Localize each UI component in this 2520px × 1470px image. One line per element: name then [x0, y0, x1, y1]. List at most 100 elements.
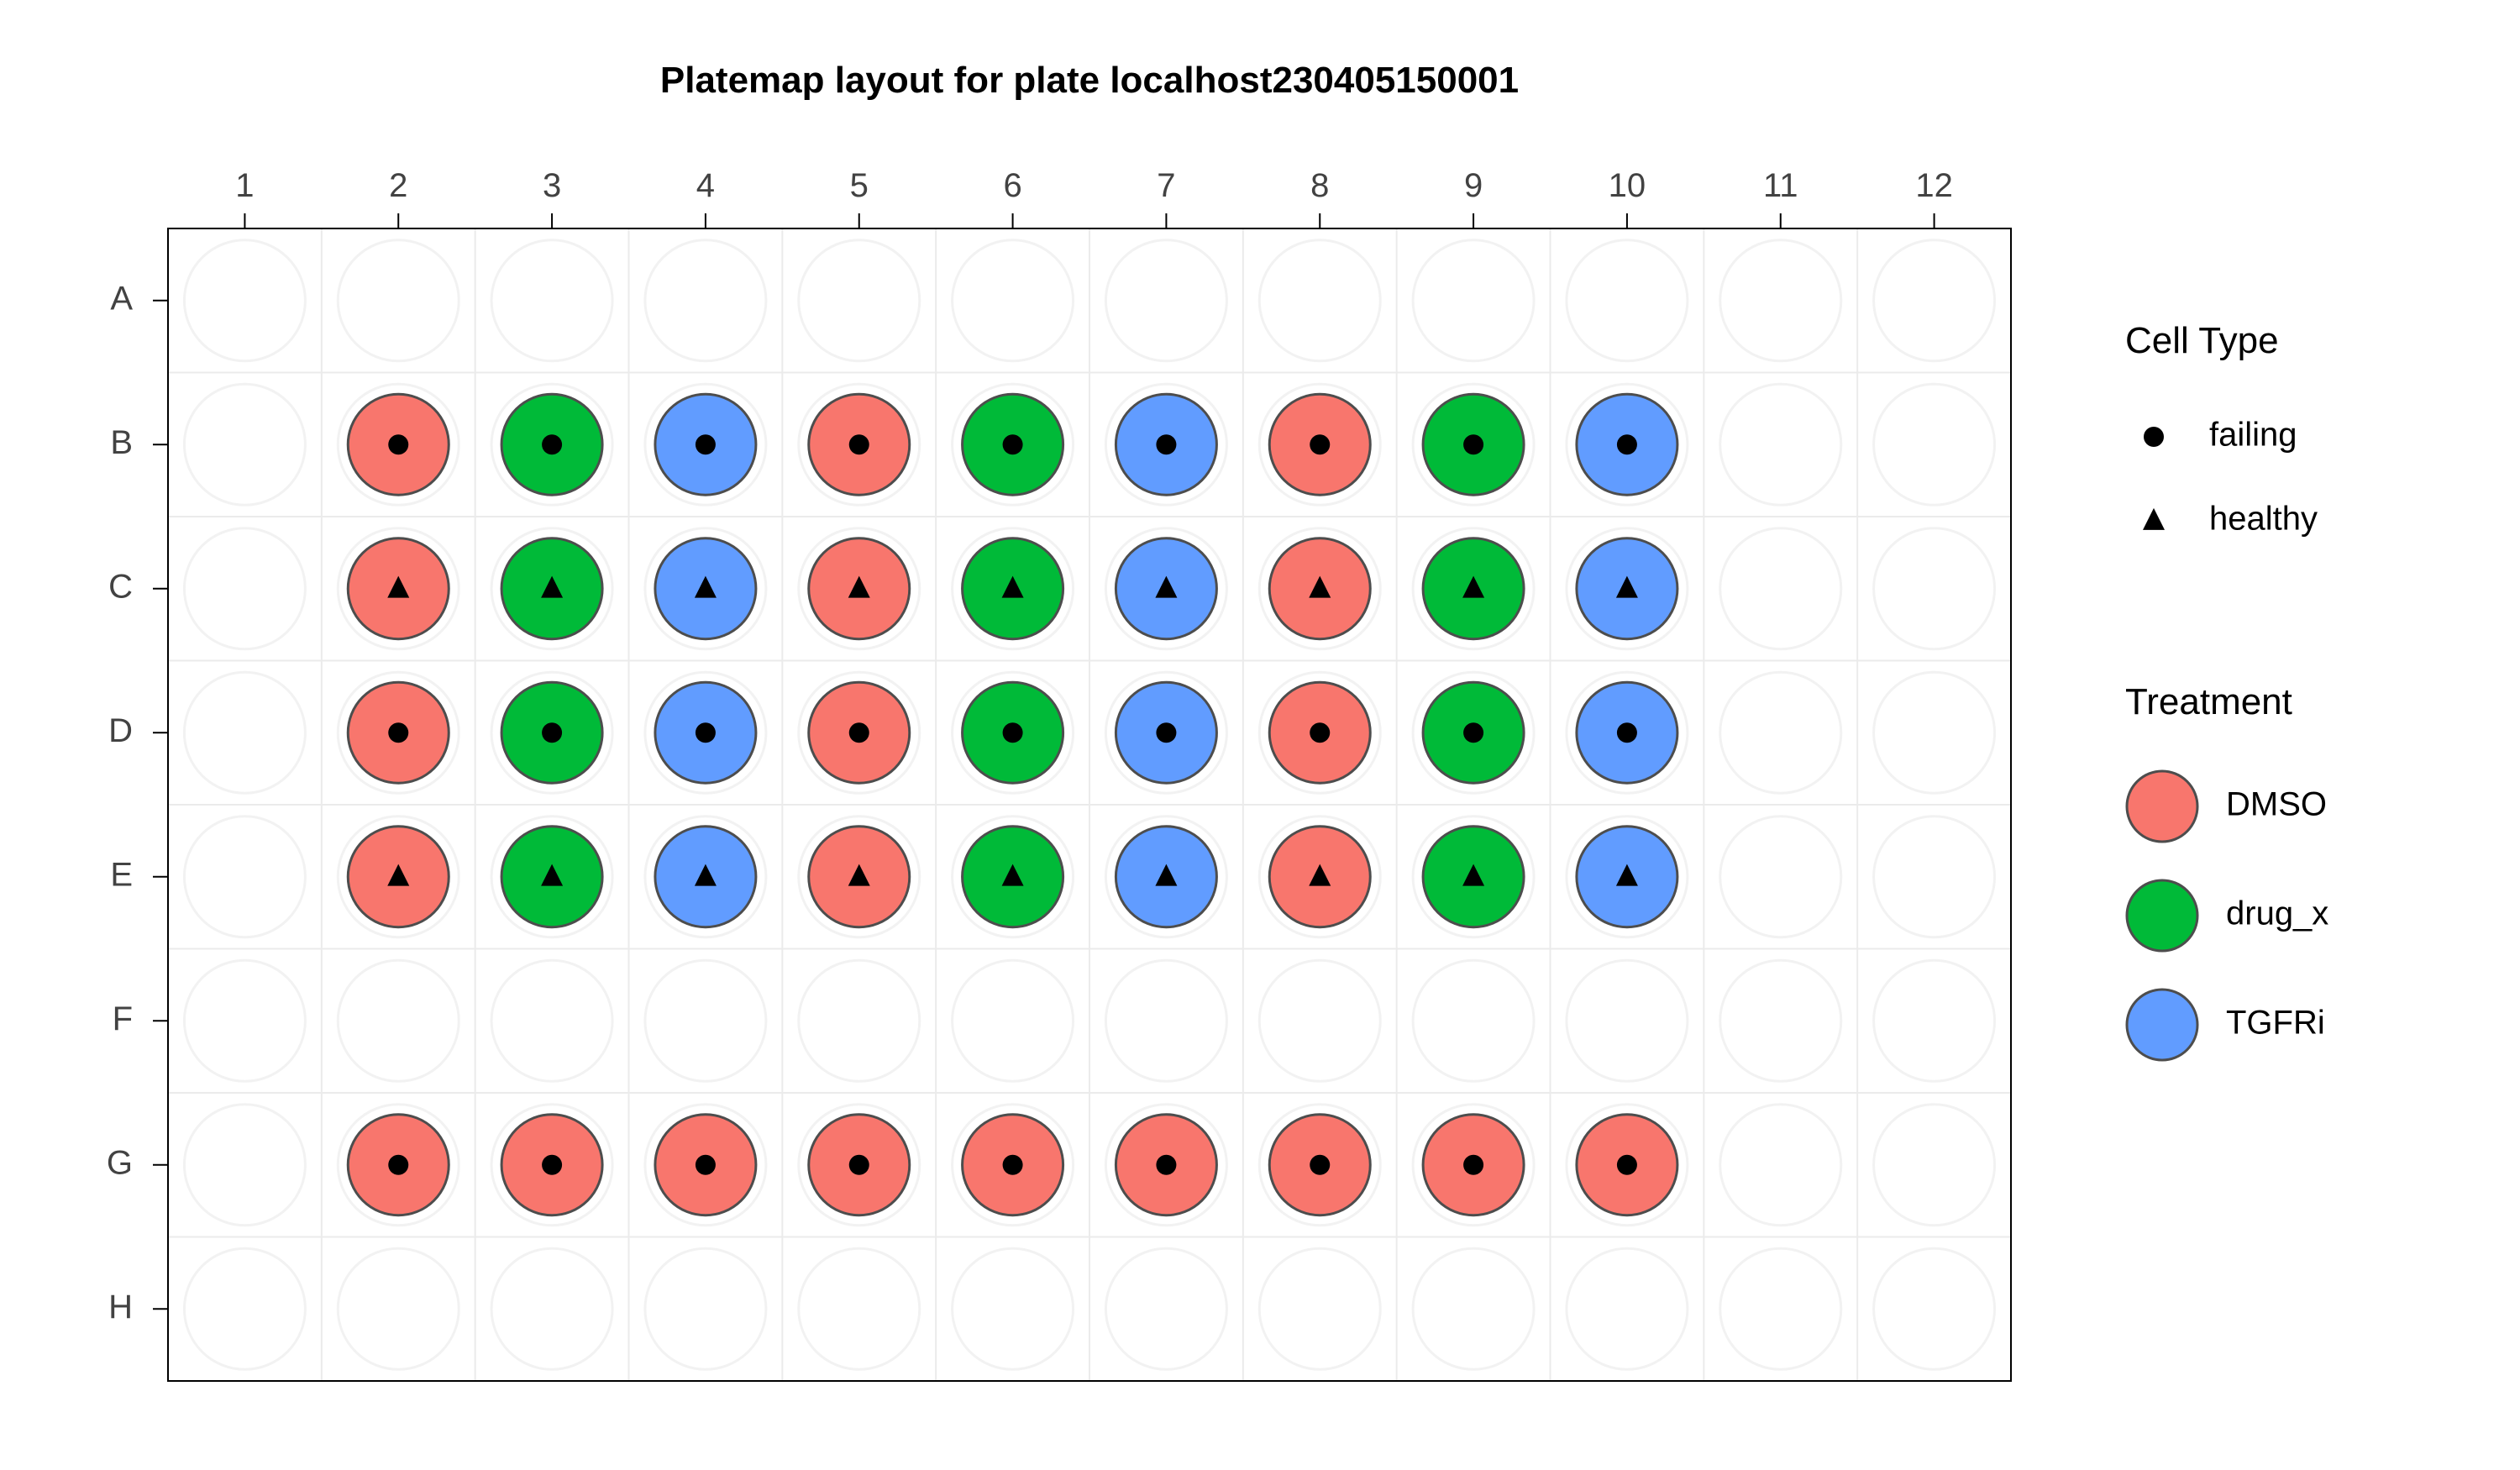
grid	[168, 228, 2011, 1381]
legend-treatment-title: Treatment	[2125, 681, 2292, 722]
y-tick-label: G	[107, 1144, 133, 1181]
well-C5	[809, 538, 910, 639]
marker-failing	[849, 722, 869, 743]
well-G9	[1423, 1115, 1524, 1215]
marker-failing	[849, 1155, 869, 1175]
well-G4	[655, 1115, 756, 1215]
legend-celltype-item: failing	[2144, 417, 2297, 454]
y-tick-label: C	[108, 568, 133, 605]
well-B3	[501, 394, 602, 495]
marker-failing	[696, 722, 716, 743]
x-tick-label: 2	[389, 167, 407, 204]
marker-failing	[1617, 1155, 1637, 1175]
well-C4	[655, 538, 756, 639]
well-E4	[655, 827, 756, 927]
well-G10	[1577, 1115, 1677, 1215]
well-B5	[809, 394, 910, 495]
legend-swatch	[2127, 990, 2197, 1060]
well-B9	[1423, 394, 1524, 495]
x-tick-label: 4	[696, 167, 715, 204]
well-E9	[1423, 827, 1524, 927]
well-G3	[501, 1115, 602, 1215]
well-B6	[963, 394, 1063, 495]
well-C7	[1116, 538, 1216, 639]
well-B7	[1116, 394, 1216, 495]
marker-failing	[388, 434, 408, 454]
well-E2	[348, 827, 449, 927]
well-D6	[963, 682, 1063, 783]
legend-treatment-item: drug_x	[2127, 880, 2328, 951]
well-C2	[348, 538, 449, 639]
marker-failing	[542, 434, 562, 454]
y-tick-label: F	[113, 1000, 133, 1037]
x-tick-label: 11	[1763, 167, 1798, 204]
platemap-figure: Platemap layout for plate localhost23040…	[0, 0, 2520, 1470]
legend-treatment-label: TGFRi	[2226, 1005, 2325, 1042]
legend-swatch	[2127, 880, 2197, 951]
well-E7	[1116, 827, 1216, 927]
marker-failing	[2144, 427, 2164, 447]
well-G5	[809, 1115, 910, 1215]
well-D2	[348, 682, 449, 783]
y-tick-label: D	[108, 712, 133, 749]
well-E8	[1269, 827, 1370, 927]
x-tick-label: 7	[1157, 167, 1175, 204]
well-G6	[963, 1115, 1063, 1215]
marker-failing	[1463, 722, 1483, 743]
chart-title: Platemap layout for plate localhost23040…	[660, 60, 1519, 101]
marker-failing	[542, 1155, 562, 1175]
well-D3	[501, 682, 602, 783]
well-G2	[348, 1115, 449, 1215]
x-tick-label: 3	[543, 167, 561, 204]
well-G7	[1116, 1115, 1216, 1215]
marker-failing	[1156, 434, 1176, 454]
marker-failing	[1310, 1155, 1330, 1175]
marker-failing	[849, 434, 869, 454]
y-tick-label: A	[110, 280, 133, 317]
marker-failing	[1463, 1155, 1483, 1175]
well-G8	[1269, 1115, 1370, 1215]
well-D9	[1423, 682, 1524, 783]
x-tick-label: 6	[1003, 167, 1021, 204]
well-E10	[1577, 827, 1677, 927]
legend-celltype-item: healthy	[2143, 501, 2318, 538]
well-D7	[1116, 682, 1216, 783]
well-E3	[501, 827, 602, 927]
marker-failing	[388, 722, 408, 743]
legend-celltype-label: failing	[2209, 417, 2297, 454]
marker-failing	[1003, 722, 1023, 743]
legend-celltype-title: Cell Type	[2125, 320, 2279, 361]
x-tick-label: 10	[1609, 167, 1646, 204]
well-C3	[501, 538, 602, 639]
marker-failing	[1156, 1155, 1176, 1175]
marker-failing	[696, 1155, 716, 1175]
well-E5	[809, 827, 910, 927]
y-tick-label: E	[110, 856, 133, 893]
well-D4	[655, 682, 756, 783]
legend-treatment-item: TGFRi	[2127, 990, 2325, 1060]
legend-treatment-label: drug_x	[2226, 895, 2328, 932]
x-tick-label: 12	[1915, 167, 1953, 204]
legend-treatment-label: DMSO	[2226, 786, 2327, 823]
marker-failing	[1463, 434, 1483, 454]
x-tick-label: 1	[235, 167, 254, 204]
marker-failing	[1617, 722, 1637, 743]
marker-failing	[1003, 1155, 1023, 1175]
y-tick-label: H	[108, 1289, 133, 1326]
marker-failing	[388, 1155, 408, 1175]
well-D8	[1269, 682, 1370, 783]
well-C6	[963, 538, 1063, 639]
x-tick-label: 5	[850, 167, 869, 204]
well-C9	[1423, 538, 1524, 639]
well-C10	[1577, 538, 1677, 639]
marker-healthy	[2143, 508, 2165, 530]
well-D10	[1577, 682, 1677, 783]
marker-failing	[1617, 434, 1637, 454]
legend-treatment-item: DMSO	[2127, 771, 2327, 842]
marker-failing	[696, 434, 716, 454]
marker-failing	[1156, 722, 1176, 743]
well-B2	[348, 394, 449, 495]
legend: Cell Type failing healthy Treatment DMSO drug…	[2125, 320, 2328, 1060]
well-B4	[655, 394, 756, 495]
x-tick-label: 9	[1464, 167, 1483, 204]
